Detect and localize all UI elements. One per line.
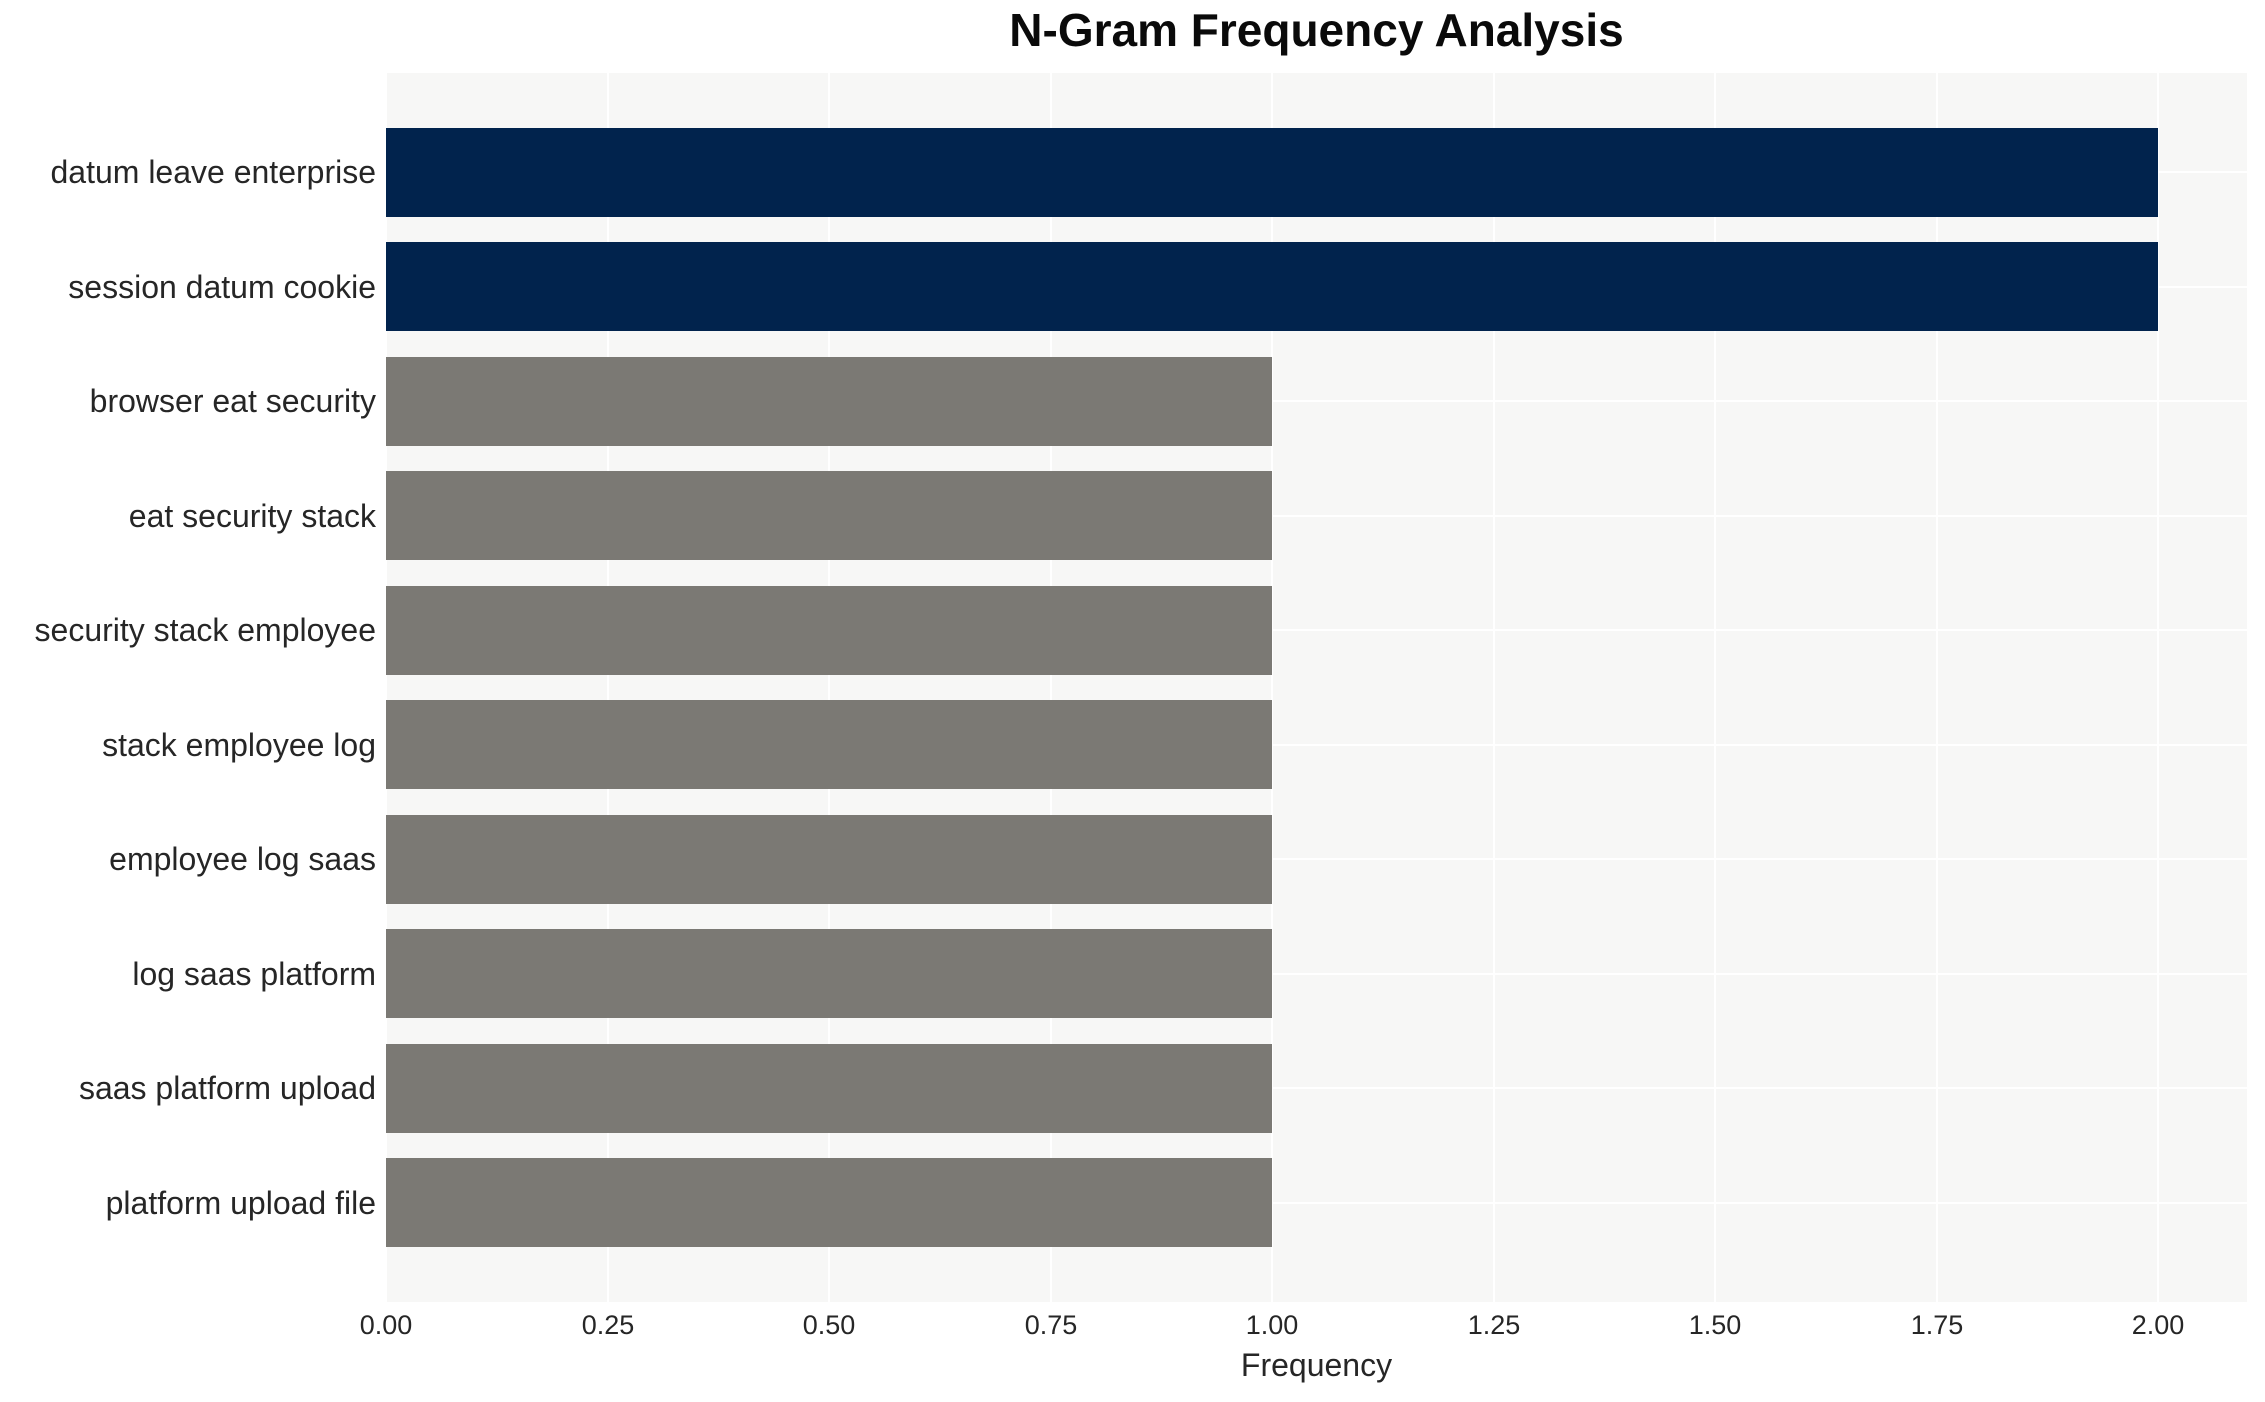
x-tick-label: 1.75	[1910, 1310, 1964, 1340]
bar-saas-platform-upload	[386, 1044, 1272, 1133]
gridline-vertical	[1936, 73, 1938, 1302]
y-tick-label: eat security stack	[128, 498, 376, 534]
x-tick-label: 1.50	[1688, 1310, 1742, 1340]
y-tick-label: employee log saas	[109, 841, 376, 877]
y-tick-label: stack employee log	[102, 727, 376, 763]
gridline-horizontal	[386, 744, 2247, 746]
y-tick-label: platform upload file	[105, 1185, 376, 1221]
gridline-vertical	[828, 73, 830, 1302]
gridline-vertical	[1714, 73, 1716, 1302]
y-tick-label: datum leave enterprise	[50, 154, 376, 190]
y-tick-label: security stack employee	[34, 612, 376, 648]
bar-eat-security-stack	[386, 471, 1272, 560]
y-tick-label: session datum cookie	[68, 269, 376, 305]
x-tick-label: 1.25	[1467, 1310, 1521, 1340]
y-tick-label: browser eat security	[89, 383, 376, 419]
gridline-horizontal	[386, 1202, 2247, 1204]
y-tick-label: saas platform upload	[78, 1070, 376, 1106]
x-axis-title: Frequency	[1240, 1347, 1393, 1383]
plot-area	[385, 73, 2247, 1302]
bar-stack-employee-log	[386, 700, 1272, 789]
chart-title: N-Gram Frequency Analysis	[1009, 4, 1624, 56]
bar-security-stack-employee	[386, 586, 1272, 675]
bar-datum-leave-enterprise	[386, 128, 2158, 217]
y-tick-label: log saas platform	[132, 956, 376, 992]
gridline-horizontal	[386, 1087, 2247, 1089]
gridline-horizontal	[386, 858, 2247, 860]
x-tick-label: 0.25	[581, 1310, 635, 1340]
gridline-vertical	[1050, 73, 1052, 1302]
x-tick-label: 0.00	[359, 1310, 413, 1340]
gridline-horizontal	[386, 629, 2247, 631]
gridline-vertical	[1493, 73, 1495, 1302]
gridline-horizontal	[386, 973, 2247, 975]
bar-browser-eat-security	[386, 357, 1272, 446]
bar-log-saas-platform	[386, 929, 1272, 1018]
bar-session-datum-cookie	[386, 242, 2158, 331]
gridline-vertical	[607, 73, 609, 1302]
bar-platform-upload-file	[386, 1158, 1272, 1247]
x-tick-label: 0.75	[1024, 1310, 1078, 1340]
gridline-horizontal	[386, 400, 2247, 402]
gridline-vertical	[2157, 73, 2159, 1302]
gridline-vertical	[385, 73, 387, 1302]
x-tick-label: 2.00	[2131, 1310, 2185, 1340]
gridline-horizontal	[386, 515, 2247, 517]
x-tick-label: 1.00	[1245, 1310, 1299, 1340]
bar-employee-log-saas	[386, 815, 1272, 904]
gridline-vertical	[1271, 73, 1273, 1302]
x-tick-label: 0.50	[802, 1310, 856, 1340]
